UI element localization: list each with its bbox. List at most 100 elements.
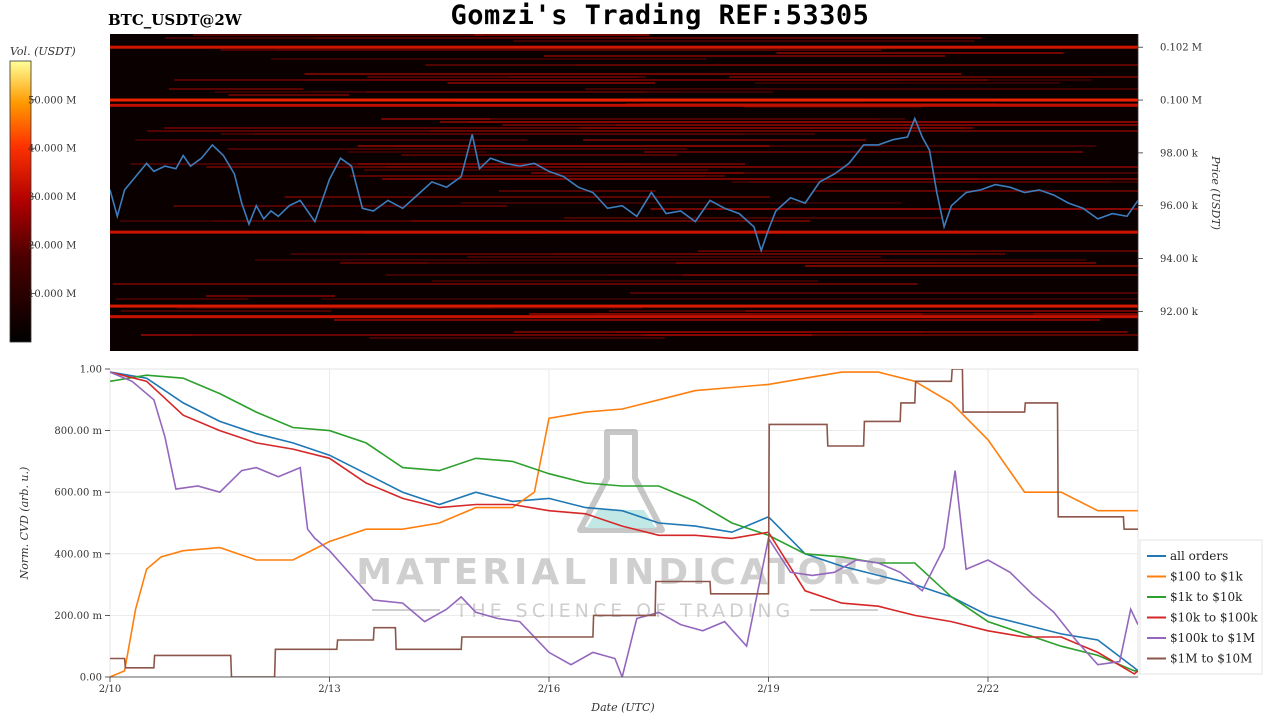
heatmap-band <box>227 148 687 150</box>
legend-label: $1k to $10k <box>1170 590 1243 604</box>
series-line--100-to-1k <box>110 371 1138 677</box>
heatmap-band <box>518 175 725 177</box>
heatmap-band <box>165 37 635 39</box>
heatmap-band <box>502 124 1138 126</box>
colorbar-tick-label: 50.000 M <box>28 95 76 106</box>
heatmap-band <box>176 307 643 309</box>
heatmap-band <box>805 265 1138 267</box>
cvd-tick-label: 400.00 m <box>54 549 102 560</box>
heatmap-band <box>616 331 1128 333</box>
heatmap-band <box>365 91 648 93</box>
heatmap-band <box>363 169 709 171</box>
heatmap-band <box>369 337 665 339</box>
series-line--1m-to-10m <box>110 369 1138 677</box>
heatmap-band <box>439 121 1138 123</box>
legend-label: $100k to $1M <box>1170 631 1255 645</box>
heatmap-level <box>110 304 1138 308</box>
heatmap-band <box>467 256 881 258</box>
legend-label: $100 to $1k <box>1170 570 1243 584</box>
heatmap-band <box>707 88 946 90</box>
price-tick-label: 94.00 k <box>1160 254 1199 265</box>
price-tick-label: 96.00 k <box>1160 201 1199 212</box>
heatmap-band <box>304 73 962 75</box>
colorbar-tick-label: 30.000 M <box>28 192 76 203</box>
heatmap-band <box>713 64 1138 66</box>
heatmap-band <box>340 262 481 264</box>
colorbar <box>9 60 32 343</box>
heatmap-band <box>120 310 332 312</box>
series-line--100k-to-1m <box>110 371 1138 677</box>
heatmap-band <box>174 79 988 81</box>
heatmap-band <box>334 319 1100 321</box>
heatmap-band <box>401 154 678 156</box>
heatmap-band <box>431 280 819 282</box>
heatmap-band <box>595 313 923 315</box>
watermark-tagline: THE SCIENCE OF TRADING <box>455 600 795 622</box>
heatmap-band <box>367 76 638 78</box>
heatmap-band <box>192 334 641 336</box>
heatmap-band <box>531 172 744 174</box>
heatmap-band <box>543 55 946 57</box>
heatmap-band <box>464 163 746 165</box>
cvd-tick-label: 200.00 m <box>54 611 102 622</box>
x-axis-label: Date (UTC) <box>590 701 654 714</box>
heatmap-band <box>347 151 488 153</box>
heatmap-band <box>675 262 1096 264</box>
legend-label: $10k to $100k <box>1170 611 1258 625</box>
colorbar-tick-label: 20.000 M <box>28 241 76 252</box>
colorbar-tick-label: 40.000 M <box>28 144 76 155</box>
heatmap-band <box>193 34 484 36</box>
heatmap-band <box>321 298 1138 300</box>
heatmap-band <box>314 37 982 39</box>
heatmap-band <box>284 196 770 198</box>
series-line-all-orders <box>110 371 1138 672</box>
heatmap-band <box>425 64 893 66</box>
series-line--10k-to-100k <box>110 371 1138 675</box>
heatmap-band <box>678 172 1138 174</box>
heatmap-band <box>396 259 715 261</box>
heatmap-band <box>381 178 1138 180</box>
heatmap-background <box>110 34 1138 351</box>
colorbar-tick-label: 10.000 M <box>28 289 76 300</box>
heatmap-band <box>745 310 1138 312</box>
pair-label: BTC_USDT@2W <box>108 11 242 29</box>
x-tick-label: 2/16 <box>538 684 560 695</box>
x-tick-label: 2/19 <box>757 684 779 695</box>
heatmap-band <box>447 82 656 84</box>
series-line--1k-to-10k <box>110 374 1138 672</box>
heatmap-level <box>110 315 1138 319</box>
heatmap-band <box>498 190 656 192</box>
x-tick-label: 2/10 <box>99 684 121 695</box>
heatmap-level <box>110 230 1138 234</box>
heatmap-band <box>220 49 882 51</box>
heatmap-band <box>490 118 906 120</box>
heatmap-level <box>110 45 1138 49</box>
heatmap-band <box>583 139 867 141</box>
price-axis-label: Price (USDT) <box>1209 155 1222 230</box>
heatmap-band <box>213 220 811 222</box>
price-tick-label: 92.00 k <box>1160 307 1199 318</box>
cvd-tick-label: 0.00 <box>80 673 102 684</box>
watermark-brand: MATERIAL INDICATORS <box>356 552 894 593</box>
heatmap-band <box>119 220 412 222</box>
cvd-tick-label: 600.00 m <box>54 488 102 499</box>
heatmap-band <box>729 76 1138 78</box>
heatmap-band <box>647 334 1138 336</box>
legend <box>1139 539 1263 675</box>
price-tick-label: 0.100 M <box>1160 96 1202 107</box>
heatmap-band <box>228 94 350 96</box>
heatmap-band <box>697 250 1138 252</box>
colorbar-label: Vol. (USDT) <box>10 45 76 58</box>
heatmap-band <box>164 127 966 129</box>
cvd-tick-label: 800.00 m <box>54 426 102 437</box>
heatmap-band <box>514 331 841 333</box>
heatmap-band <box>776 52 1064 54</box>
heatmap-band <box>357 145 770 147</box>
heatmap-band <box>563 217 944 219</box>
heatmap-band <box>206 295 336 297</box>
x-tick-label: 2/22 <box>977 684 999 695</box>
heatmap-band <box>112 283 918 285</box>
heatmap-band <box>147 130 526 132</box>
